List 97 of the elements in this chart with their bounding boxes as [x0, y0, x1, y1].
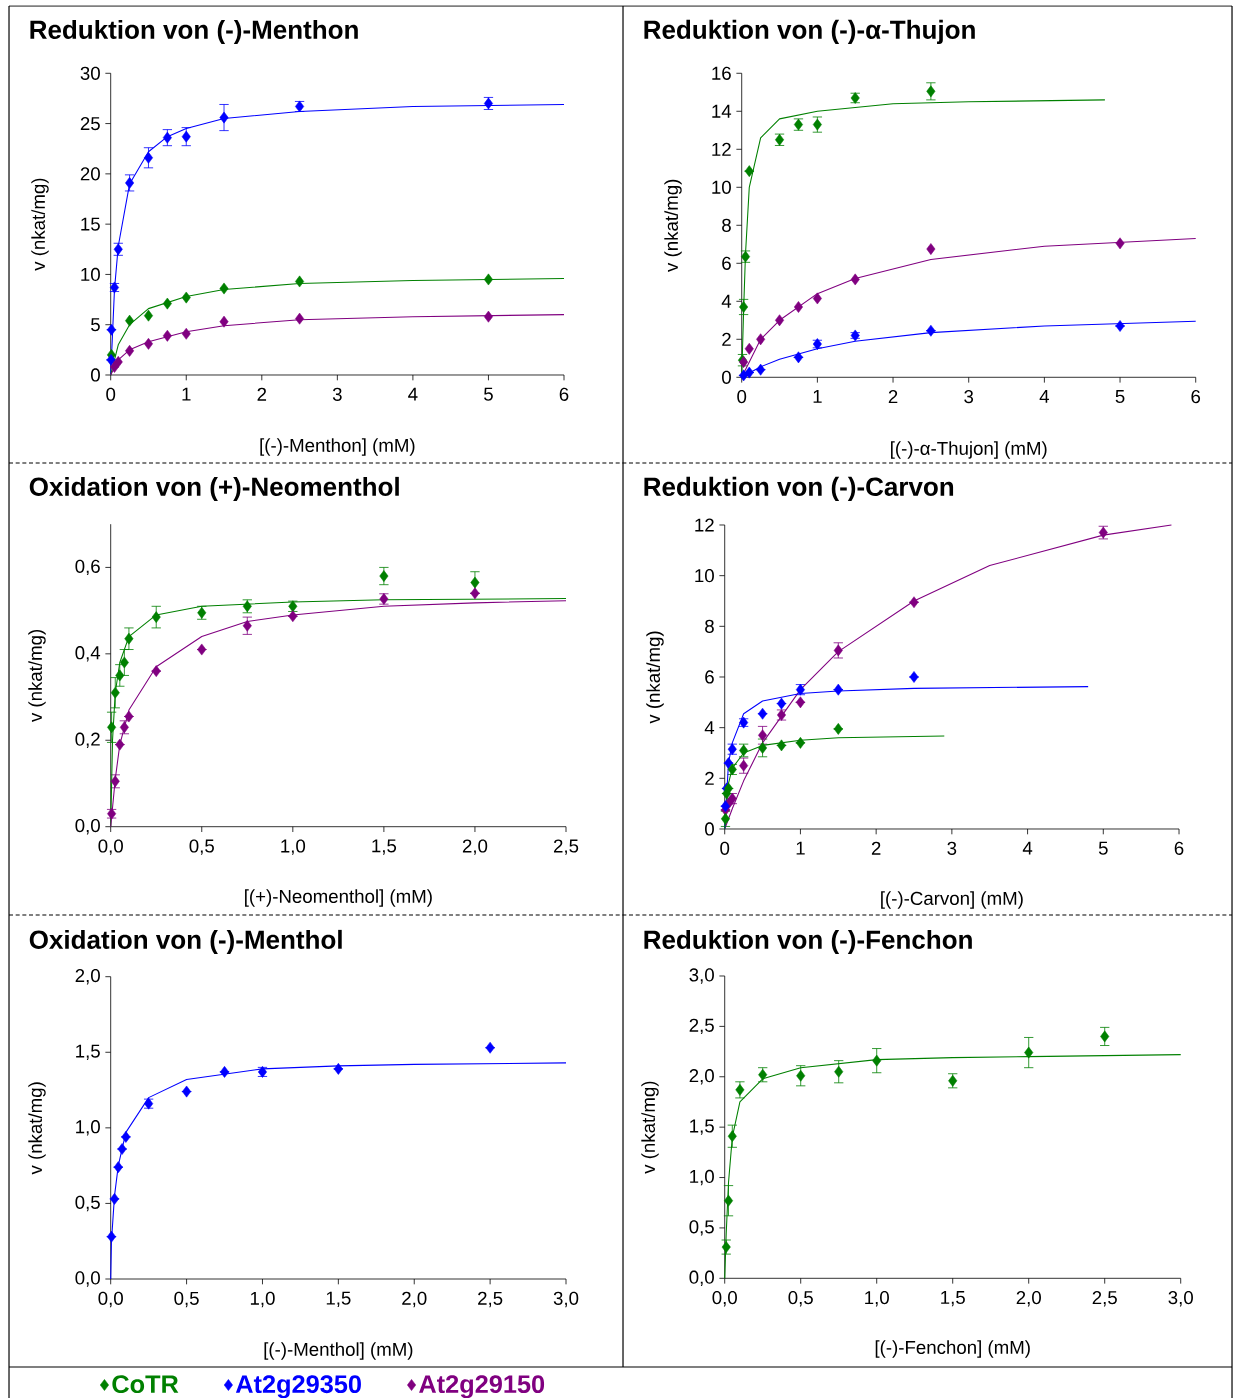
- chart-title: Oxidation von (+)-Neomenthol: [29, 476, 399, 502]
- y-tick-label: 10: [695, 569, 714, 583]
- x-tick-label: 1,0: [250, 1291, 275, 1308]
- x-tick-label: 5: [484, 387, 493, 401]
- y-tick-label: 12: [695, 518, 714, 532]
- y-tick-label: 1,0: [690, 1169, 714, 1186]
- x-axis-title: [(-)-Fenchon] (mM): [875, 1340, 1030, 1358]
- y-tick-label: 20: [80, 167, 100, 181]
- y-tick-label: 0,5: [75, 1195, 100, 1212]
- y-tick-label: 4: [704, 721, 715, 735]
- y-tick-label: 1,5: [76, 1044, 100, 1060]
- y-tick-label: 0,2: [75, 732, 100, 748]
- x-tick-label: 3,0: [553, 1291, 579, 1308]
- y-tick-label: 0,0: [689, 1270, 714, 1287]
- y-tick-label: 0,0: [75, 818, 100, 835]
- x-tick-label: 0: [737, 389, 747, 404]
- x-tick-label: 1,0: [281, 839, 306, 855]
- x-tick-label: 4: [1039, 390, 1050, 403]
- chart-title: Reduktion von (-)-Fenchon: [644, 929, 972, 955]
- x-tick-label: 3: [332, 387, 342, 401]
- y-axis-title: v (nkat/mg): [31, 178, 49, 271]
- x-tick-label: 1: [796, 841, 805, 855]
- y-tick-label: 8: [705, 619, 714, 633]
- x-tick-label: 1,0: [865, 1291, 889, 1307]
- x-axis-title: [(-)-Carvon] (mM): [881, 891, 1023, 909]
- chart-title: Reduktion von (-)-Menthon: [30, 19, 358, 45]
- x-tick-label: 1: [813, 390, 822, 403]
- legend-label: At2g29350: [235, 1375, 361, 1398]
- y-tick-label: 1,0: [76, 1120, 100, 1136]
- y-tick-label: 2: [722, 332, 731, 346]
- y-tick-label: 5: [91, 318, 100, 332]
- x-axis-title: [(+)-Neomenthol] (mM): [245, 889, 432, 907]
- x-tick-label: 6: [559, 387, 569, 401]
- x-tick-label: 0,5: [174, 1291, 199, 1308]
- y-axis-title: v (nkat/mg): [28, 629, 46, 723]
- y-axis-title: v (nkat/mg): [646, 631, 664, 724]
- y-tick-label: 4: [721, 294, 732, 308]
- y-tick-label: 1,5: [690, 1119, 714, 1135]
- x-tick-label: 1,5: [372, 839, 397, 855]
- x-tick-label: 1,5: [326, 1291, 351, 1307]
- y-tick-label: 30: [80, 66, 100, 80]
- x-tick-label: 2,5: [1092, 1291, 1117, 1307]
- chart-title: Oxidation von (-)-Menthol: [29, 929, 342, 955]
- y-tick-label: 0,0: [75, 1271, 100, 1287]
- x-tick-label: 6: [1191, 389, 1201, 404]
- y-tick-label: 2: [705, 771, 714, 785]
- y-axis-title: v (nkat/mg): [664, 179, 682, 272]
- chart-title: Reduktion von (-)-Carvon: [644, 476, 954, 502]
- y-tick-label: 15: [81, 217, 100, 231]
- x-tick-label: 0,5: [788, 1291, 813, 1307]
- x-tick-label: 5: [1098, 841, 1108, 855]
- y-tick-label: 0: [722, 370, 731, 384]
- y-tick-label: 12: [712, 142, 731, 156]
- y-tick-label: 0,5: [689, 1220, 714, 1236]
- x-tick-label: 2,0: [462, 839, 488, 855]
- x-tick-label: 2: [871, 841, 881, 855]
- x-tick-label: 3: [964, 389, 974, 404]
- y-tick-label: 2,0: [75, 968, 100, 985]
- y-tick-label: 2,5: [689, 1018, 714, 1035]
- x-tick-label: 4: [408, 387, 418, 401]
- x-tick-label: 2,5: [478, 1291, 503, 1308]
- x-tick-label: 1: [182, 387, 191, 401]
- legend-label: At2g29150: [419, 1375, 545, 1398]
- x-axis-title: [(-)-Menthon] (mM): [260, 438, 415, 456]
- y-tick-label: 6: [705, 670, 714, 684]
- y-axis-title: v (nkat/mg): [28, 1082, 46, 1175]
- y-tick-label: 6: [722, 256, 731, 270]
- y-axis-title: v (nkat/mg): [641, 1081, 659, 1174]
- y-tick-label: 3,0: [689, 968, 714, 984]
- x-tick-label: 4: [1022, 841, 1033, 855]
- y-tick-label: 0: [91, 368, 100, 382]
- x-tick-label: 2,0: [1016, 1291, 1041, 1307]
- x-tick-label: 3: [947, 841, 957, 855]
- x-axis-title: [(-)-Menthol] (mM): [264, 1342, 413, 1360]
- legend-label: CoTR: [112, 1375, 179, 1394]
- x-tick-label: 0: [106, 387, 116, 401]
- x-tick-label: 2: [257, 387, 267, 401]
- x-tick-label: 6: [1174, 841, 1184, 855]
- x-tick-label: 5: [1115, 390, 1125, 404]
- y-tick-label: 10: [712, 180, 731, 194]
- x-tick-label: 2,5: [553, 839, 579, 855]
- y-tick-label: 14: [712, 104, 732, 118]
- y-tick-label: 16: [712, 66, 731, 80]
- x-tick-label: 1,5: [941, 1291, 965, 1307]
- x-tick-label: 2,0: [402, 1291, 427, 1308]
- x-tick-label: 2: [888, 389, 898, 404]
- y-tick-label: 0: [705, 822, 714, 836]
- chart-title: Reduktion von (-)-α-Thujon: [644, 19, 975, 45]
- y-tick-label: 0,6: [75, 559, 100, 576]
- x-axis-title: [(-)-α-Thujon] (mM): [891, 441, 1047, 459]
- y-tick-label: 10: [81, 267, 100, 282]
- y-tick-label: 25: [80, 116, 100, 131]
- y-tick-label: 0,4: [75, 646, 101, 662]
- y-tick-label: 8: [722, 218, 731, 232]
- y-tick-label: 2,0: [689, 1069, 714, 1085]
- x-tick-label: 0,5: [189, 839, 214, 855]
- x-tick-label: 3,0: [1168, 1291, 1193, 1307]
